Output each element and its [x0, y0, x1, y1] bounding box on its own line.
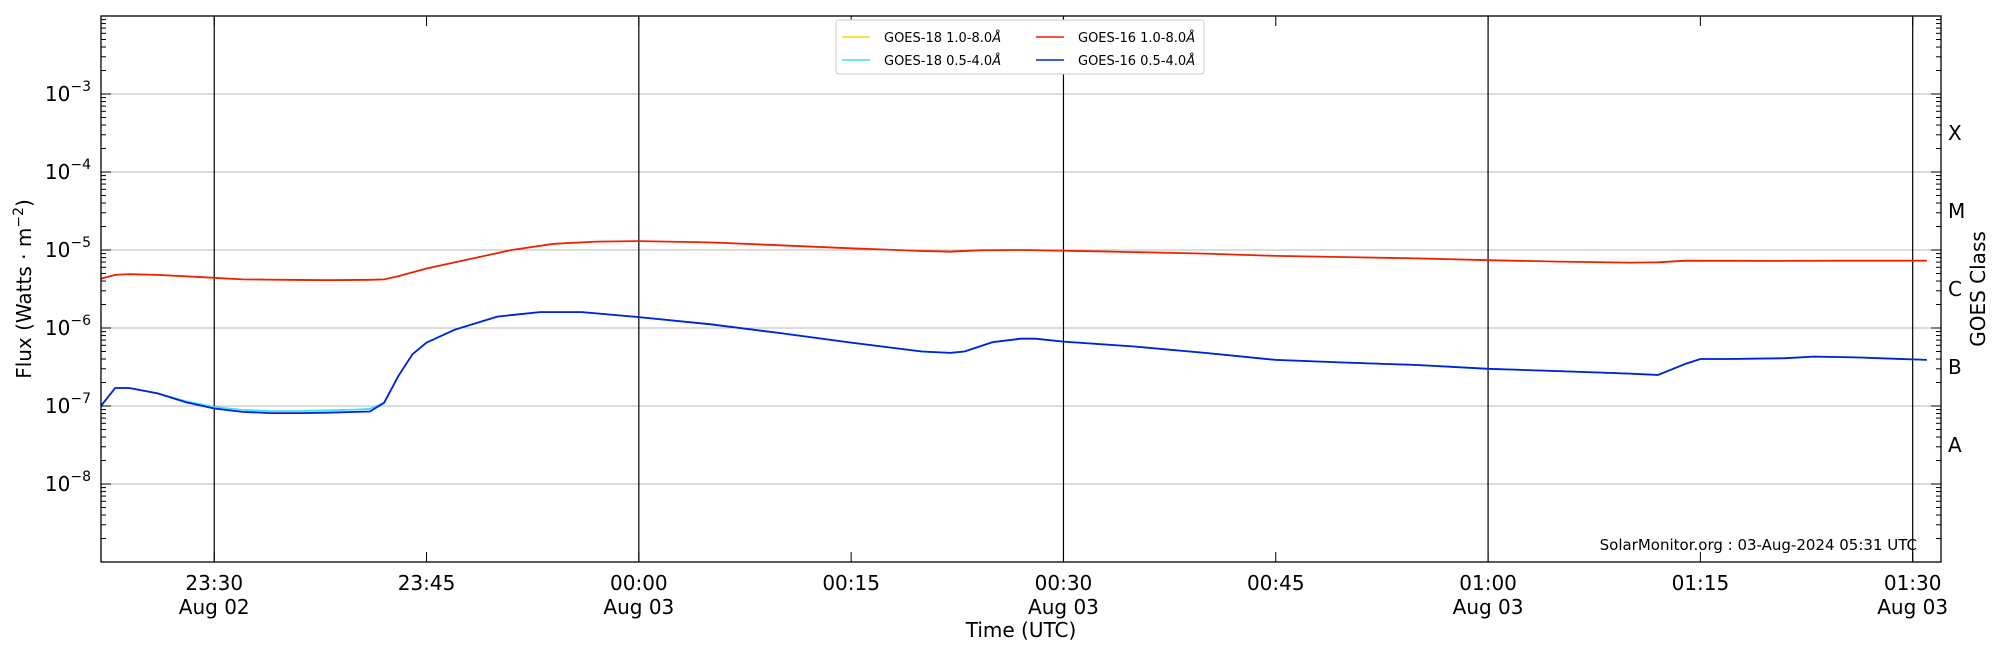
plot-frame: [100, 15, 1942, 563]
y-tick-label-base: 10: [45, 160, 70, 184]
credit-text: SolarMonitor.org : 03-Aug-2024 05:31 UTC: [1600, 536, 1917, 554]
y-axis-title-close: ): [12, 199, 36, 207]
y-tick-label: 10−7: [45, 391, 91, 418]
y-tick-label-base: 10: [45, 238, 70, 262]
y-tick-label-base: 10: [45, 394, 70, 418]
y-tick-label-exponent: −6: [70, 313, 91, 329]
x-tick-label-date: Aug 02: [179, 595, 250, 619]
x-tick-label-date: Aug 03: [1877, 595, 1948, 619]
y-tick-label-exponent: −7: [70, 391, 91, 407]
legend-label-text: GOES-18 0.5-4.0: [884, 54, 992, 69]
x-tick-label-time: 00:00: [610, 571, 668, 595]
x-tick-label-time: 01:15: [1672, 571, 1730, 595]
legend-label-text: GOES-16 0.5-4.0: [1078, 54, 1186, 69]
x-tick-label-time: 01:00: [1459, 571, 1517, 595]
legend-label-unit: Å: [1185, 53, 1195, 69]
y-tick-label-base: 10: [45, 316, 70, 340]
y-axis-title-exponent: −2: [11, 207, 27, 228]
y-tick-label-exponent: −8: [70, 469, 91, 485]
legend-label-text: GOES-16 1.0-8.0: [1078, 31, 1186, 46]
y-axis-title-main: Flux (Watts · m: [12, 228, 36, 379]
legend-box: [835, 19, 1205, 75]
series-line: [101, 311, 1927, 414]
legend-label: GOES-16 0.5-4.0Å: [1078, 53, 1195, 69]
x-tick-label-time: 00:30: [1035, 571, 1093, 595]
y-tick-label-base: 10: [45, 472, 70, 496]
y-tick-label: 10−6: [45, 313, 91, 340]
grid-layer: [101, 16, 1941, 562]
goes-class-label: C: [1948, 277, 1962, 301]
x-tick-label-time: 23:30: [185, 571, 243, 595]
legend-label-unit: Å: [991, 53, 1001, 69]
goes-class-label: M: [1948, 199, 1965, 223]
y-tick-label: 10−3: [45, 79, 91, 106]
y-tick-label-exponent: −5: [70, 235, 91, 251]
series-line: [101, 240, 1927, 282]
goes-class-label: A: [1948, 433, 1962, 457]
tick-layer: [101, 16, 1941, 563]
x-tick-label-date: Aug 03: [1028, 595, 1099, 619]
y-axis-title: Flux (Watts · m−2): [11, 199, 36, 379]
x-tick-label-time: 01:30: [1884, 571, 1942, 595]
x-tick-label-time: 23:45: [398, 571, 456, 595]
x-tick-label-date: Aug 03: [603, 595, 674, 619]
legend-label-unit: Å: [1185, 30, 1195, 46]
legend-label-text: GOES-18 1.0-8.0: [884, 31, 992, 46]
x-tick-label-time: 00:15: [822, 571, 880, 595]
goes-class-label: X: [1948, 121, 1962, 145]
x-tick-label-date: Aug 03: [1453, 595, 1524, 619]
legend-label: GOES-18 1.0-8.0Å: [884, 30, 1001, 46]
goes-class-label: B: [1948, 355, 1962, 379]
x-tick-label-time: 00:45: [1247, 571, 1305, 595]
goes-class-axis-title: GOES Class: [1966, 231, 1990, 347]
y-tick-label: 10−4: [45, 157, 91, 184]
y-tick-label: 10−8: [45, 469, 91, 496]
y-tick-label-exponent: −4: [70, 157, 91, 173]
y-tick-label-exponent: −3: [70, 79, 91, 95]
y-tick-label-base: 10: [45, 82, 70, 106]
y-tick-label: 10−5: [45, 235, 91, 262]
legend-label-unit: Å: [991, 30, 1001, 46]
legend-label: GOES-18 0.5-4.0Å: [884, 53, 1001, 69]
legend-label: GOES-16 1.0-8.0Å: [1078, 30, 1195, 46]
series-layer: [101, 240, 1927, 414]
x-axis-title: Time (UTC): [965, 618, 1077, 642]
series-line: [101, 311, 1927, 412]
